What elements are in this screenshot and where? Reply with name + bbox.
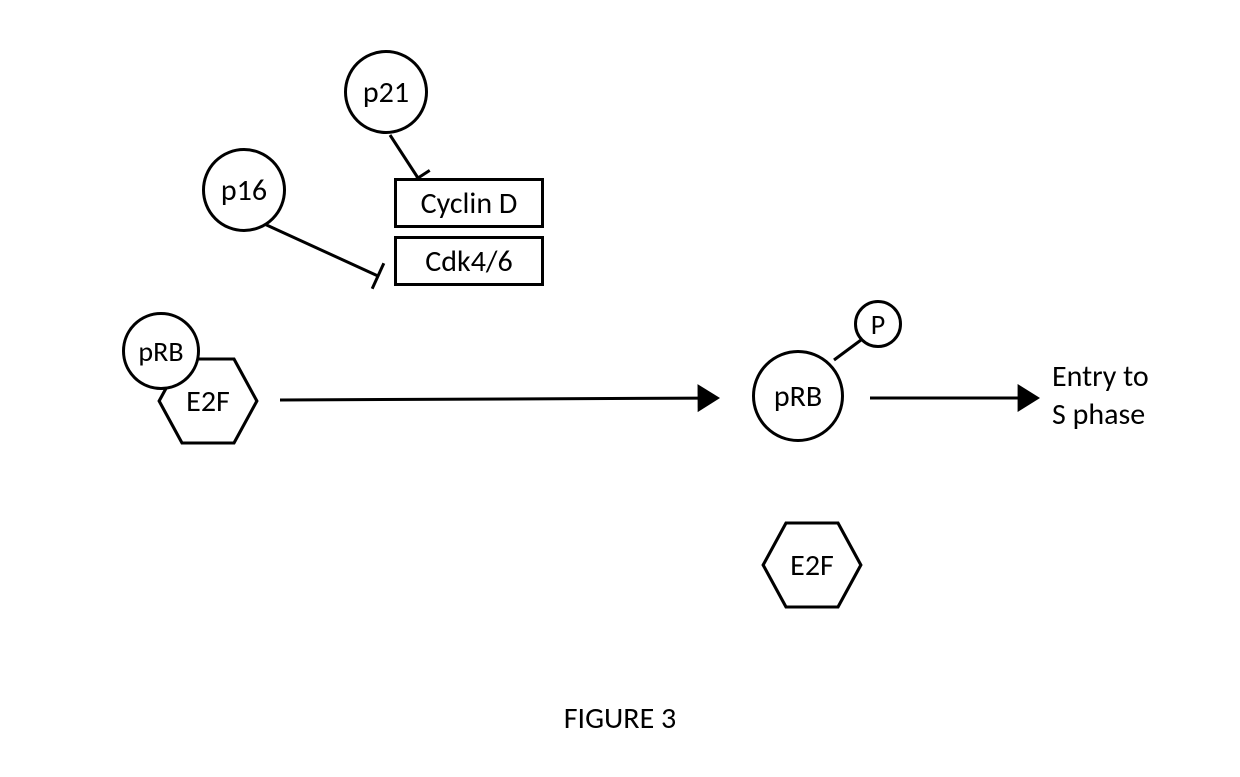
e2f-right-label: E2F xyxy=(790,547,834,584)
diagram-canvas: p21 p16 Cyclin D Cdk4/6 E2F pRB pRB P E2… xyxy=(0,0,1240,777)
prb-right-node: pRB xyxy=(752,350,844,442)
cyclin-d-label: Cyclin D xyxy=(421,185,518,222)
figure-caption: FIGURE 3 xyxy=(564,700,676,737)
e2f-right-node: E2F xyxy=(760,520,864,610)
p16-node: p16 xyxy=(202,148,286,232)
cyclin-d-node: Cyclin D xyxy=(394,178,544,228)
entry-line2: S phase xyxy=(1052,396,1149,434)
prb-right-label: pRB xyxy=(774,378,822,415)
prb-left-label: pRB xyxy=(138,334,183,369)
cdk46-node: Cdk4/6 xyxy=(394,236,544,286)
cdk46-label: Cdk4/6 xyxy=(425,243,512,280)
p16-inhibition-edge xyxy=(260,222,384,289)
e2f-left-label: E2F xyxy=(186,383,230,420)
arrow-prb-to-phospho xyxy=(280,384,720,412)
phosphate-label: P xyxy=(871,307,885,342)
phosphate-node: P xyxy=(854,300,902,348)
caption-text: FIGURE 3 xyxy=(564,700,676,737)
entry-sphase-text: Entry to S phase xyxy=(1052,358,1149,433)
p16-label: p16 xyxy=(221,172,267,209)
arrow-to-sphase xyxy=(870,384,1040,412)
p21-node: p21 xyxy=(344,50,428,134)
p21-label: p21 xyxy=(363,74,409,111)
prb-left-node: pRB xyxy=(122,312,200,390)
phosphate-connector xyxy=(834,340,861,360)
entry-line1: Entry to xyxy=(1052,358,1149,396)
